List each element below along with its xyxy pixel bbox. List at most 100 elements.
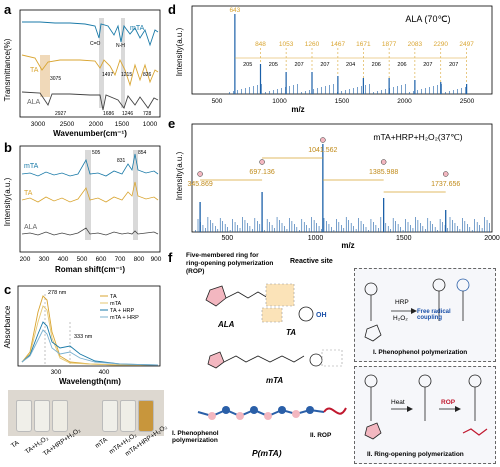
legend-c-ta: TA xyxy=(110,294,117,300)
anno-2927: 2927 xyxy=(55,111,66,117)
rop-label: II. ROP xyxy=(310,432,332,439)
pmta-label: P(mTA) xyxy=(252,448,282,458)
series-ta-b xyxy=(21,181,159,203)
panel-label-d: d xyxy=(168,2,176,17)
vial-4 xyxy=(102,400,118,432)
box1-caption: I. Phenophenol polymerization xyxy=(373,349,468,356)
chart-a-xlabel: Wavenumber(cm⁻¹) xyxy=(53,129,127,138)
series-c-tahrp xyxy=(21,321,159,366)
oligomer-icon xyxy=(320,137,326,143)
ala-ta-structures: OH xyxy=(205,283,327,323)
vial-label-4: mTA xyxy=(94,436,109,450)
anno-831: 831 xyxy=(117,158,126,164)
tick-e: 2000 xyxy=(484,235,500,242)
anno-333: 333 nm xyxy=(74,334,93,340)
panel-label-a: a xyxy=(4,2,12,17)
reactive-site-label: Reactive site xyxy=(290,258,333,265)
chart-b-ylabel: Intensity(a.u.) xyxy=(3,177,12,226)
peak-label: 1041.562 xyxy=(308,147,337,154)
tick-e: 1000 xyxy=(308,235,324,242)
chart-b-xlabel: Roman shift(cm⁻¹) xyxy=(55,265,125,274)
anno-1246: 1246 xyxy=(122,111,133,117)
tick-a-4: 1000 xyxy=(143,121,158,128)
series-ta xyxy=(21,54,159,87)
anno-826: 826 xyxy=(143,72,152,78)
peak-label: 345.869 xyxy=(187,181,212,188)
anno-505: 505 xyxy=(92,150,101,156)
oligomer-icon xyxy=(380,159,387,165)
tick-d: 1500 xyxy=(335,98,350,105)
spacing-label: 207 xyxy=(423,62,432,68)
legend-c-tahrp: TA + HRP xyxy=(110,308,135,314)
legend-mta-b: mTA xyxy=(24,163,39,170)
mta-structure xyxy=(207,349,343,369)
panel-label-b: b xyxy=(4,140,12,155)
chart-d-ylabel: Intensity(a.u.) xyxy=(175,27,184,76)
spacing-label: 204 xyxy=(346,62,355,68)
peak-label: 1385.988 xyxy=(369,169,398,176)
series-c-mta xyxy=(21,305,158,366)
series-ala xyxy=(21,91,159,111)
spacing-label: 205 xyxy=(269,62,278,68)
spacing-label: 205 xyxy=(243,62,252,68)
box-rop: Heat ROP II. Ring-opening polymerization xyxy=(354,366,496,464)
tick-b-2: 400 xyxy=(58,256,69,263)
rop-arrow-label: ROP xyxy=(441,399,456,406)
vial-6 xyxy=(138,400,154,432)
anno-854: 854 xyxy=(138,150,147,156)
anno-1215: 1215 xyxy=(121,72,132,78)
tick-a-0: 3000 xyxy=(31,121,46,128)
chart-d-title: ALA (70℃) xyxy=(405,14,450,24)
vials-photo xyxy=(8,390,164,436)
box-phenophenol: HRP H₂O₂ Free radical coupling I. Phenop… xyxy=(354,268,496,362)
chart-e-ms-mta: Intensity(a.u.) mTA+HRP+H₂O₂(37℃) m/z 34… xyxy=(175,123,500,250)
phenophenol-label: I. Phenophenol polymerization xyxy=(172,430,219,444)
legend-c-mtahrp: mTA + HRP xyxy=(110,315,139,321)
spacing-label: 207 xyxy=(449,62,458,68)
oligomer-icon xyxy=(197,171,203,177)
vial-3 xyxy=(52,400,68,432)
heat-label: Heat xyxy=(391,399,405,406)
tick-c-1: 400 xyxy=(99,369,110,376)
tick-a-1: 2500 xyxy=(60,121,75,128)
tick-e: 500 xyxy=(221,235,233,242)
oligomer-icon xyxy=(259,159,265,165)
legend-ala-b: ALA xyxy=(24,224,38,231)
tick-b-4: 600 xyxy=(96,256,107,263)
tick-b-0: 200 xyxy=(20,256,31,263)
panel-label-c: c xyxy=(4,282,12,297)
peak-label: 1671 xyxy=(356,41,371,48)
peak-label: 2083 xyxy=(408,41,423,48)
legend-ala: ALA xyxy=(27,99,41,106)
vial-1 xyxy=(16,400,32,432)
spacing-label: 207 xyxy=(320,62,329,68)
chart-c-uvvis: Absorbance 278 nm 333 nm TA mTA TA + HRP… xyxy=(3,285,161,386)
ta-label: TA xyxy=(286,328,297,337)
mta-label: mTA xyxy=(266,376,284,385)
anno-co: C=O xyxy=(90,41,101,47)
chart-d-xlabel: m/z xyxy=(291,105,304,114)
tick-a-2: 2000 xyxy=(89,121,104,128)
spacing-label: 207 xyxy=(294,62,303,68)
anno-278: 278 nm xyxy=(48,290,67,296)
peak-label: 2497 xyxy=(459,41,474,48)
anno-nh: N-H xyxy=(116,43,125,49)
series-ala-b xyxy=(21,227,159,236)
legend-ta-b: TA xyxy=(24,190,33,197)
tick-b-7: 900 xyxy=(151,256,162,263)
legend-mta: mTA xyxy=(130,25,145,32)
chart-d-ms-ala: Intensity(a.u.) ALA (70℃) m/z 643 848 1053… xyxy=(175,5,493,114)
box2-drawing xyxy=(364,374,488,440)
tick-d: 1000 xyxy=(272,98,287,105)
peak-label: 2290 xyxy=(434,41,449,48)
tick-e: 1500 xyxy=(396,235,412,242)
series-mta xyxy=(22,21,159,47)
tick-b-1: 300 xyxy=(39,256,50,263)
chart-e-xlabel: m/z xyxy=(341,241,354,250)
chart-a-ylabel: Transmittance(%) xyxy=(3,38,12,101)
tick-b-6: 800 xyxy=(134,256,145,263)
spacing-label: 206 xyxy=(372,62,381,68)
oh-label: OH xyxy=(316,312,327,319)
legend-ta: TA xyxy=(30,67,39,74)
panel-label-f: f xyxy=(168,250,173,265)
